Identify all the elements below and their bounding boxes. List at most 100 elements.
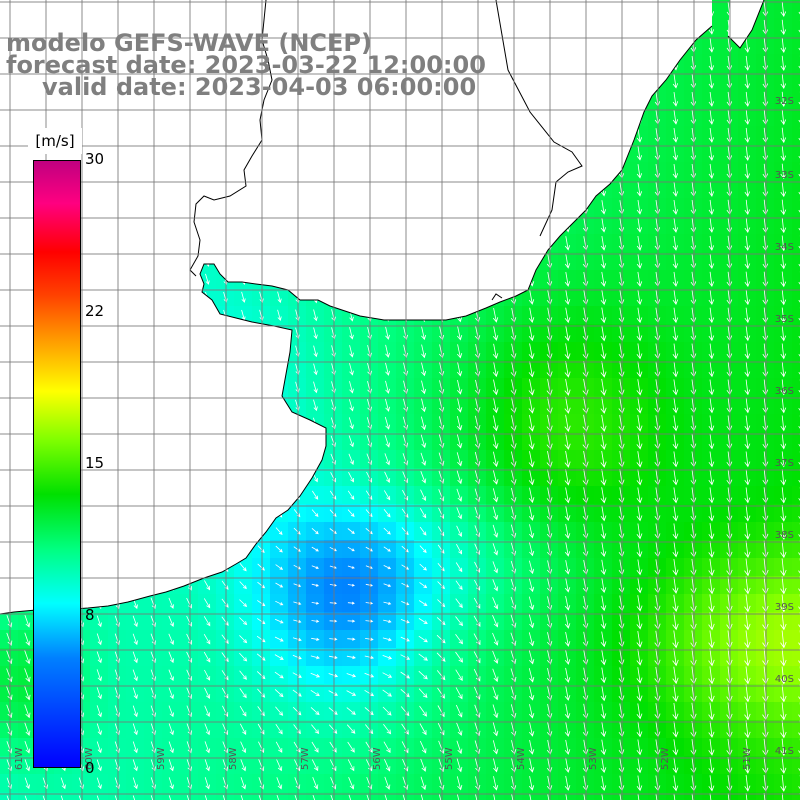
- wind-speed-cell: [792, 360, 800, 379]
- wind-arrow: [96, 705, 102, 718]
- wind-arrow: [384, 471, 391, 483]
- wind-arrow: [780, 487, 787, 504]
- wind-arrow: [708, 163, 715, 179]
- wind-arrow: [275, 545, 283, 553]
- wind-arrow: [600, 631, 607, 648]
- wind-arrow: [258, 741, 265, 754]
- wind-arrow: [780, 307, 787, 324]
- wind-arrow: [528, 361, 535, 378]
- wind-arrow: [421, 398, 427, 413]
- wind-arrow: [492, 668, 499, 683]
- wind-arrow: [438, 507, 445, 519]
- wind-arrow: [240, 795, 244, 800]
- wind-speed-cell: [792, 540, 800, 559]
- wind-speed-cell: [792, 342, 800, 361]
- wind-arrow: [528, 343, 535, 360]
- wind-arrow: [311, 741, 319, 753]
- wind-arrow: [239, 617, 248, 626]
- wind-speed-cell: [792, 432, 800, 451]
- wind-arrow: [528, 415, 535, 432]
- wind-arrow: [24, 704, 31, 719]
- wind-arrow: [256, 653, 266, 661]
- wind-speed-cell: [792, 270, 800, 289]
- wind-arrow: [672, 666, 679, 685]
- wind-arrow: [60, 777, 66, 790]
- wind-arrow: [529, 560, 535, 575]
- wind-speed-cell: [792, 180, 800, 199]
- wind-arrow: [419, 582, 428, 589]
- wind-arrow: [150, 795, 154, 800]
- lagoon-shore: [495, 0, 583, 237]
- wind-arrow: [708, 505, 715, 522]
- wind-arrow: [708, 271, 715, 288]
- wind-arrow: [780, 451, 787, 468]
- wind-arrow: [600, 236, 607, 251]
- longitude-label: 59W: [156, 747, 167, 770]
- wind-arrow: [132, 651, 138, 664]
- wind-arrow: [636, 307, 643, 324]
- wind-arrow: [672, 92, 679, 107]
- wind-arrow: [347, 565, 355, 569]
- wind-arrow: [636, 325, 643, 342]
- wind-speed-cell: [792, 738, 800, 757]
- wind-arrow: [330, 777, 337, 790]
- wind-arrow: [529, 794, 532, 800]
- wind-arrow: [708, 666, 715, 685]
- wind-arrow: [258, 759, 265, 772]
- wind-arrow: [492, 397, 499, 414]
- wind-arrow: [744, 612, 751, 631]
- wind-arrow: [583, 793, 586, 800]
- wind-arrow: [672, 199, 679, 215]
- wind-arrow: [780, 235, 787, 252]
- wind-arrow: [708, 612, 715, 631]
- wind-arrow: [564, 343, 571, 360]
- wind-arrow: [672, 379, 679, 396]
- wind-arrow: [744, 163, 751, 180]
- wind-arrow: [780, 648, 787, 667]
- wind-arrow: [727, 793, 730, 800]
- wind-arrow: [672, 217, 679, 233]
- wind-arrow: [292, 689, 302, 697]
- wind-arrow: [420, 776, 427, 791]
- wind-arrow: [421, 362, 427, 377]
- wind-arrow: [708, 523, 715, 540]
- wind-speed-cell: [72, 792, 91, 800]
- wind-arrow: [204, 580, 210, 591]
- wind-arrow: [564, 325, 571, 342]
- wind-arrow: [420, 434, 427, 449]
- wind-arrow: [347, 583, 355, 587]
- wind-arrow: [420, 489, 427, 502]
- wind-arrow: [636, 415, 643, 432]
- wind-arrow: [780, 505, 787, 522]
- wind-arrow: [636, 649, 643, 666]
- wind-arrow: [365, 759, 373, 772]
- wind-arrow: [492, 615, 499, 628]
- wind-arrow: [636, 146, 643, 161]
- river-mouth-detail: [491, 293, 503, 301]
- wind-speed-cell: [792, 774, 800, 793]
- wind-arrow: [600, 289, 607, 306]
- wind-arrow: [780, 397, 787, 414]
- coastline: [0, 0, 765, 615]
- wind-speed-cell: [792, 54, 800, 73]
- wind-arrow: [672, 343, 679, 360]
- wind-arrow: [96, 741, 102, 754]
- wind-arrow: [313, 345, 318, 358]
- wind-arrow: [204, 741, 211, 754]
- wind-arrow: [203, 651, 211, 663]
- wind-speed-cell: [792, 234, 800, 253]
- wind-arrow: [455, 704, 463, 718]
- wind-speed-cell: [432, 792, 451, 800]
- wind-arrow: [492, 415, 499, 432]
- wind-speed-cell: [792, 558, 800, 577]
- wind-arrow: [96, 669, 102, 682]
- wind-arrow: [241, 291, 246, 303]
- wind-arrow: [347, 546, 355, 552]
- wind-arrow: [780, 73, 787, 90]
- wind-speed-cell: [666, 792, 685, 800]
- wind-arrow: [672, 235, 679, 251]
- wind-arrow: [474, 543, 481, 556]
- wind-arrow: [780, 325, 787, 342]
- wind-arrow: [691, 793, 694, 800]
